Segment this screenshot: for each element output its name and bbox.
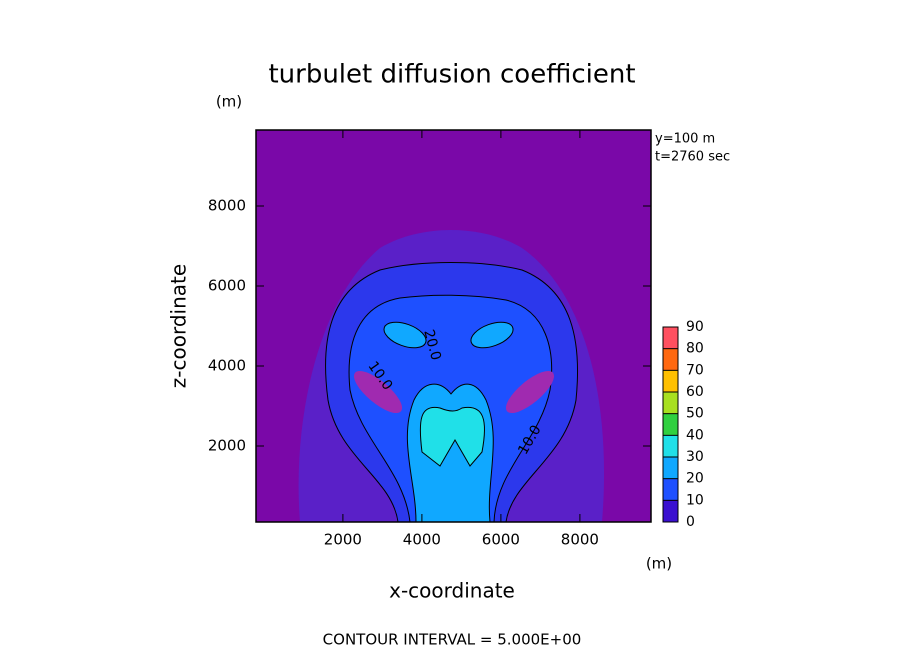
plot-frame bbox=[255, 129, 652, 523]
x-axis-label: x-coordinate bbox=[389, 579, 515, 603]
colorbar-band bbox=[663, 392, 678, 414]
colorbar-tick-label: 70 bbox=[686, 362, 704, 378]
colorbar-tick-label: 10 bbox=[686, 492, 704, 508]
y-unit: (m) bbox=[216, 93, 242, 111]
footer: CONTOUR INTERVAL = 5.000E+00 bbox=[323, 631, 582, 649]
colorbar-tick-label: 90 bbox=[686, 319, 704, 335]
contour-region bbox=[353, 370, 403, 414]
info-text: y=100 m bbox=[655, 132, 715, 147]
colorbar-band bbox=[663, 370, 678, 392]
colorbar-band bbox=[663, 500, 678, 522]
contour-region bbox=[505, 370, 555, 414]
colorbar-band bbox=[663, 413, 678, 436]
colorbar-band bbox=[663, 478, 678, 501]
contour-region bbox=[419, 406, 485, 467]
contour-region bbox=[470, 321, 514, 349]
colorbar-band bbox=[663, 348, 678, 371]
y-tick-label: 4000 bbox=[208, 357, 246, 375]
y-tick-label: 6000 bbox=[208, 277, 246, 295]
colorbar-tick-label: 80 bbox=[686, 341, 704, 357]
colorbar-tick-label: 0 bbox=[686, 514, 695, 530]
colorbar-tick-label: 50 bbox=[686, 406, 704, 422]
chart-title: turbulet diffusion coefficient bbox=[268, 60, 635, 90]
colorbar-band bbox=[663, 435, 678, 457]
colorbar-tick-label: 60 bbox=[686, 384, 704, 400]
y-tick-label: 2000 bbox=[208, 437, 246, 455]
contour-region bbox=[383, 321, 427, 349]
colorbar-band bbox=[663, 327, 678, 349]
contour-label: 20.0 bbox=[420, 328, 444, 362]
info-text: t=2760 sec bbox=[655, 150, 730, 165]
x-tick-label: 6000 bbox=[482, 531, 520, 549]
colorbar-band bbox=[663, 457, 678, 479]
contour-field bbox=[256, 130, 651, 522]
colorbar-tick-label: 30 bbox=[686, 449, 704, 465]
x-tick-label: 4000 bbox=[403, 531, 441, 549]
y-tick-label: 8000 bbox=[208, 197, 246, 215]
y-axis-label: z-coordinate bbox=[167, 264, 191, 388]
x-tick-label: 2000 bbox=[324, 531, 362, 549]
x-tick-label: 8000 bbox=[561, 531, 599, 549]
x-unit: (m) bbox=[646, 555, 672, 573]
colorbar-tick-label: 40 bbox=[686, 427, 704, 443]
colorbar-tick-label: 20 bbox=[686, 471, 704, 487]
